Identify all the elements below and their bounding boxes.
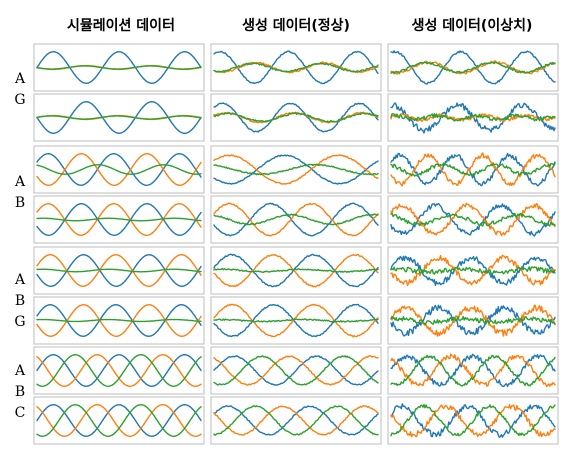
series-line-bottom-1 — [390, 304, 556, 337]
series-line-bottom-2 — [390, 113, 556, 122]
series-line-bottom-1 — [36, 304, 202, 337]
column-title-generated-normal: 생성 데이터(정상) — [242, 17, 350, 34]
series-line-top-0 — [213, 50, 379, 85]
panel-r1-c0 — [33, 145, 205, 244]
series-line-top-2 — [213, 355, 379, 386]
subplot-frame-top — [210, 346, 382, 395]
panel-r0-c0 — [33, 43, 205, 142]
panel-r3-c0 — [33, 346, 205, 445]
series-line-top-1 — [390, 152, 556, 187]
series-line-bottom-0 — [213, 303, 379, 338]
series-line-bottom-2 — [213, 213, 379, 226]
subplot-frame-bottom — [210, 93, 382, 142]
series-line-bottom-1 — [390, 113, 556, 123]
series-line-top-0 — [213, 154, 379, 185]
series-line-top-1 — [390, 60, 556, 75]
row-label-0-1: G — [14, 92, 25, 108]
subplot-frame-bottom — [387, 396, 559, 445]
panel-r2-c1 — [210, 246, 382, 345]
row-label-1-0: A — [14, 174, 26, 190]
series-line-bottom-0 — [390, 403, 556, 438]
series-line-top-2 — [390, 354, 556, 387]
series-line-bottom-2 — [390, 404, 556, 437]
column-title-simulation: 시뮬레이션 데이터 — [67, 17, 175, 34]
subplot-frame-bottom — [210, 396, 382, 445]
row-label-3-1: B — [15, 384, 25, 400]
series-line-top-1 — [213, 355, 379, 386]
series-line-top-2 — [36, 65, 202, 70]
series-line-bottom-2 — [390, 315, 556, 326]
series-line-top-0 — [36, 51, 202, 84]
series-line-top-0 — [36, 254, 202, 287]
series-line-bottom-0 — [36, 101, 202, 134]
row-label-2-2: G — [14, 314, 25, 330]
series-line-bottom-2 — [36, 217, 202, 222]
series-line-bottom-1 — [36, 203, 202, 236]
series-line-top-2 — [36, 354, 202, 387]
series-line-bottom-0 — [213, 102, 379, 133]
subplot-frame-top — [210, 145, 382, 194]
series-line-bottom-2 — [36, 115, 202, 120]
series-line-top-2 — [390, 61, 556, 74]
series-line-top-2 — [213, 163, 379, 176]
series-line-bottom-2 — [36, 318, 202, 323]
panel-r3-c1 — [210, 346, 382, 445]
series-line-top-0 — [213, 355, 379, 386]
column-title-generated-anomaly: 생성 데이터(이상치) — [412, 17, 533, 34]
series-line-top-0 — [390, 255, 556, 287]
series-line-bottom-2 — [390, 212, 556, 227]
series-line-top-1 — [36, 254, 202, 287]
panel-grid — [33, 43, 559, 445]
series-line-top-1 — [213, 253, 379, 288]
series-line-bottom-0 — [390, 304, 556, 337]
series-line-bottom-1 — [213, 303, 379, 338]
series-line-bottom-0 — [36, 304, 202, 337]
panel-r0-c2 — [387, 43, 559, 142]
series-line-bottom-2 — [213, 318, 379, 323]
panel-r3-c2 — [387, 346, 559, 445]
series-line-top-0 — [36, 153, 202, 186]
series-line-bottom-1 — [213, 202, 379, 237]
subplot-frame-top — [33, 145, 205, 194]
series-line-top-2 — [390, 162, 556, 177]
panel-r1-c1 — [210, 145, 382, 244]
series-line-bottom-1 — [390, 404, 556, 438]
panel-r2-c2 — [387, 246, 559, 345]
series-line-bottom-2 — [213, 112, 379, 123]
subplot-frame-top — [387, 145, 559, 194]
series-line-top-2 — [213, 267, 379, 273]
subplot-frame-top — [33, 43, 205, 92]
series-line-top-2 — [36, 164, 202, 175]
series-line-top-1 — [390, 254, 556, 286]
row-label-0-0: A — [14, 71, 26, 87]
series-line-top-1 — [36, 153, 202, 186]
row-label-3-0: A — [14, 363, 26, 379]
series-line-top-2 — [36, 268, 202, 273]
series-line-top-0 — [390, 50, 556, 85]
series-line-top-2 — [213, 62, 379, 73]
panel-r0-c1 — [210, 43, 382, 142]
series-line-bottom-1 — [390, 202, 556, 237]
subplot-frame-top — [210, 43, 382, 92]
series-line-top-1 — [390, 353, 556, 388]
row-label-2-1: B — [15, 293, 25, 309]
series-line-bottom-2 — [36, 404, 202, 437]
series-line-bottom-0 — [213, 202, 379, 237]
row-label-3-2: C — [15, 405, 26, 421]
panel-r2-c0 — [33, 246, 205, 345]
panel-r1-c2 — [387, 145, 559, 244]
series-line-top-0 — [213, 253, 379, 288]
series-line-bottom-2 — [213, 405, 379, 436]
row-label-1-1: B — [15, 195, 25, 211]
series-line-top-2 — [390, 266, 556, 275]
subplot-frame-bottom — [387, 195, 559, 244]
column-titles: 시뮬레이션 데이터 생성 데이터(정상) 생성 데이터(이상치) — [67, 17, 532, 34]
series-line-top-1 — [213, 154, 379, 185]
row-label-2-0: A — [14, 272, 26, 288]
